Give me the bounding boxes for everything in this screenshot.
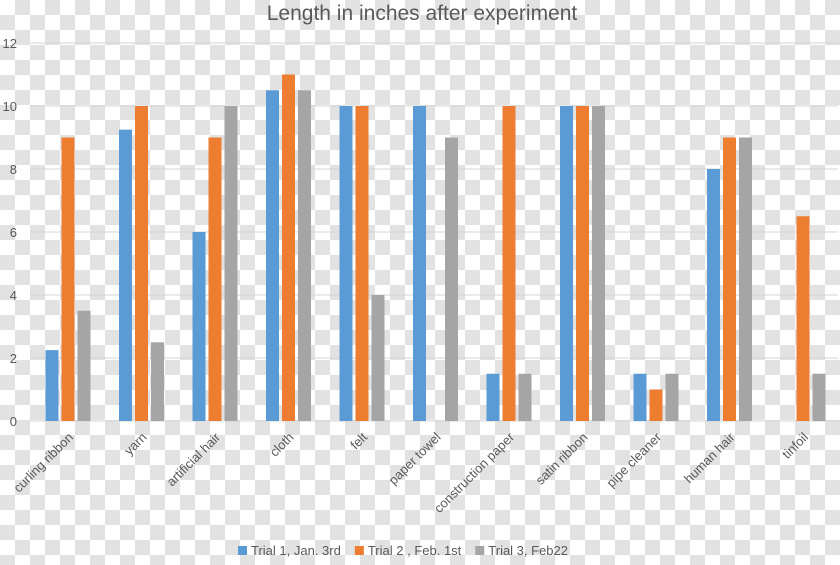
x-category-label: artificial hair bbox=[163, 429, 223, 489]
bar bbox=[61, 137, 75, 421]
x-category-label: felt bbox=[347, 429, 370, 452]
legend-label: Trial 2 , Feb. 1st bbox=[368, 543, 462, 558]
bar bbox=[796, 216, 810, 421]
legend-swatch bbox=[475, 546, 485, 555]
legend-swatch bbox=[238, 546, 247, 555]
x-category-label: cloth bbox=[267, 430, 297, 460]
y-axis-tick-labels: 0 2 4 6 8 10 12 bbox=[3, 36, 17, 429]
y-tick-label: 0 bbox=[10, 414, 17, 429]
legend-label: Trial 3, Feb22 bbox=[488, 543, 568, 558]
bar bbox=[266, 90, 279, 421]
x-category-label: satin ribbon bbox=[532, 430, 590, 488]
bar bbox=[355, 106, 369, 421]
chart-title: Length in inches after experiment bbox=[267, 2, 578, 25]
bar bbox=[576, 106, 589, 421]
x-category-label: curling ribbon bbox=[10, 430, 76, 496]
gridlines bbox=[30, 42, 838, 422]
bar bbox=[208, 137, 222, 421]
bar bbox=[739, 137, 752, 421]
bar bbox=[723, 137, 736, 421]
bar bbox=[502, 106, 516, 421]
bar bbox=[560, 106, 573, 421]
x-category-label: human hair bbox=[681, 429, 738, 486]
bar bbox=[707, 169, 720, 421]
y-tick-label: 6 bbox=[10, 225, 17, 240]
legend-label: Trial 1, Jan. 3rd bbox=[251, 543, 341, 558]
bar bbox=[518, 373, 532, 421]
bar bbox=[413, 106, 426, 421]
x-category-label: tinfoil bbox=[779, 429, 811, 461]
x-category-label: paper towel bbox=[385, 429, 443, 487]
bar bbox=[371, 295, 385, 421]
bar bbox=[665, 373, 679, 421]
y-tick-label: 10 bbox=[3, 99, 17, 114]
x-category-label: pipe cleaner bbox=[603, 429, 664, 490]
y-tick-label: 4 bbox=[10, 288, 17, 303]
legend: Trial 1, Jan. 3rd Trial 2 , Feb. 1st Trial… bbox=[238, 543, 568, 558]
y-tick-label: 12 bbox=[3, 36, 17, 51]
bar bbox=[298, 90, 311, 421]
bar bbox=[649, 389, 663, 421]
bar bbox=[45, 350, 59, 421]
bar bbox=[224, 106, 238, 421]
bars bbox=[45, 74, 826, 421]
bar bbox=[445, 137, 458, 421]
bar bbox=[119, 129, 132, 421]
bar bbox=[192, 232, 206, 421]
x-axis-category-labels: curling ribbon yarn artificial hair cloth fe… bbox=[10, 429, 811, 516]
bar bbox=[339, 106, 353, 421]
x-category-label: yarn bbox=[121, 430, 149, 458]
bar bbox=[592, 106, 605, 421]
legend-swatch bbox=[354, 546, 364, 555]
y-tick-label: 2 bbox=[10, 351, 17, 366]
bar bbox=[633, 373, 647, 421]
bar bbox=[135, 106, 148, 421]
x-category-label: construction paper bbox=[431, 429, 518, 516]
bar bbox=[151, 342, 164, 421]
y-tick-label: 8 bbox=[10, 162, 17, 177]
bar bbox=[77, 310, 91, 421]
bar bbox=[282, 74, 295, 421]
bar bbox=[486, 373, 500, 421]
bar bbox=[812, 373, 826, 421]
